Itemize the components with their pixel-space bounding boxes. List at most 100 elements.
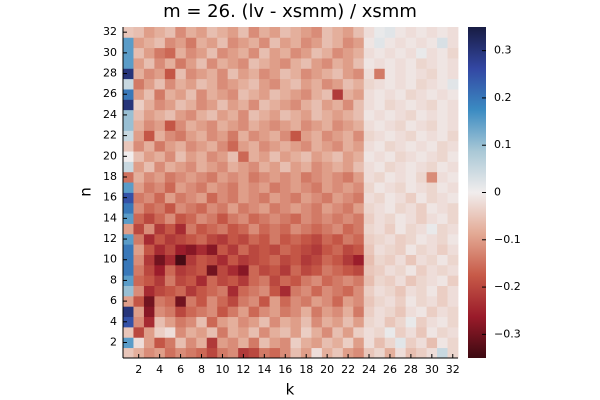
heatmap-cell [133, 58, 145, 69]
heatmap-cell [426, 161, 438, 173]
heatmap-cell [133, 223, 145, 235]
heatmap-cell [405, 151, 417, 162]
heatmap-cell [238, 316, 250, 328]
heatmap-cell [196, 130, 208, 142]
heatmap-cell [185, 140, 197, 152]
heatmap-cell [363, 89, 375, 100]
heatmap-cell [238, 151, 250, 162]
heatmap-cell [374, 192, 386, 204]
heatmap-cell [164, 182, 176, 193]
heatmap-cell [332, 161, 344, 173]
heatmap-cell [185, 37, 197, 49]
heatmap-cell [405, 192, 417, 204]
heatmap-cell [426, 337, 438, 349]
heatmap-cell [185, 295, 197, 307]
heatmap-cell [416, 306, 427, 318]
heatmap-cell [300, 27, 312, 38]
heatmap-cell [196, 213, 208, 224]
x-tick-label: 30 [425, 363, 439, 376]
heatmap-cell [217, 264, 229, 276]
y-tick-label: 8 [110, 273, 117, 286]
heatmap-cell [353, 254, 365, 266]
heatmap-cell [353, 171, 365, 183]
heatmap-cell [217, 120, 229, 131]
heatmap-cell [437, 68, 448, 80]
heatmap-cell [269, 120, 281, 131]
heatmap-cell [248, 233, 260, 245]
heatmap-cell [311, 337, 323, 349]
heatmap-cell [196, 337, 208, 349]
heatmap-cell [300, 47, 312, 59]
heatmap-cell [154, 223, 166, 235]
heatmap-cell [248, 171, 260, 183]
heatmap-cell [363, 78, 375, 90]
x-tick-label: 14 [257, 363, 271, 376]
heatmap-cell [196, 275, 208, 286]
heatmap-cell [395, 337, 407, 349]
heatmap-cell [332, 326, 344, 338]
heatmap-cell [227, 223, 239, 235]
heatmap-cell [416, 295, 427, 307]
x-tick-label: 16 [278, 363, 292, 376]
heatmap-cell [164, 264, 176, 276]
heatmap-cell [175, 316, 187, 328]
heatmap-cell [154, 140, 166, 152]
heatmap-cell [185, 130, 197, 142]
heatmap-cell [259, 182, 270, 193]
heatmap-cell [143, 37, 155, 49]
heatmap-cell [259, 120, 270, 131]
heatmap-cell [416, 326, 427, 338]
heatmap-cell [123, 109, 134, 121]
heatmap-cell [384, 37, 396, 49]
heatmap-cell [123, 295, 134, 307]
heatmap-cell [447, 337, 459, 349]
heatmap-cell [342, 275, 354, 286]
heatmap-cell [405, 275, 417, 286]
heatmap-cell [311, 89, 323, 100]
heatmap-cell [248, 182, 260, 193]
heatmap-cell [227, 275, 239, 286]
heatmap-cell [238, 140, 250, 152]
heatmap-cell [196, 140, 208, 152]
heatmap-cell [185, 192, 197, 204]
heatmap-cell [300, 120, 312, 131]
heatmap-cell [143, 337, 155, 349]
heatmap-cell [332, 37, 344, 49]
heatmap-cell [227, 130, 239, 142]
heatmap-cell [259, 151, 270, 162]
heatmap-cell [164, 337, 176, 349]
heatmap-cell [384, 347, 396, 359]
heatmap-cell [416, 78, 427, 90]
heatmap-cell [269, 161, 281, 173]
heatmap-cell [395, 151, 407, 162]
heatmap-cell [300, 140, 312, 152]
heatmap-cell [395, 27, 407, 38]
heatmap-cell [300, 233, 312, 245]
heatmap-cell [384, 47, 396, 59]
heatmap-cell [185, 171, 197, 183]
heatmap-cell [342, 27, 354, 38]
heatmap-cell [269, 68, 281, 80]
heatmap-cell [185, 337, 197, 349]
heatmap-cell [342, 109, 354, 121]
heatmap-cell [342, 58, 354, 69]
heatmap-cell [353, 326, 365, 338]
heatmap-cell [217, 233, 229, 245]
heatmap-cell [280, 202, 291, 214]
heatmap-cell [395, 109, 407, 121]
heatmap-cell [363, 120, 375, 131]
heatmap-cell [259, 68, 270, 80]
heatmap-cell [259, 295, 270, 307]
heatmap-cell [321, 130, 333, 142]
heatmap-cell [280, 171, 291, 183]
heatmap-cell [133, 213, 145, 224]
heatmap-cell [384, 202, 396, 214]
heatmap-cell [248, 264, 260, 276]
heatmap-cell [290, 171, 302, 183]
heatmap-cell [384, 326, 396, 338]
heatmap-cell [259, 78, 270, 90]
heatmap-cell [154, 151, 166, 162]
heatmap-cell [447, 89, 459, 100]
heatmap-cell [123, 233, 134, 245]
heatmap-cell [185, 58, 197, 69]
